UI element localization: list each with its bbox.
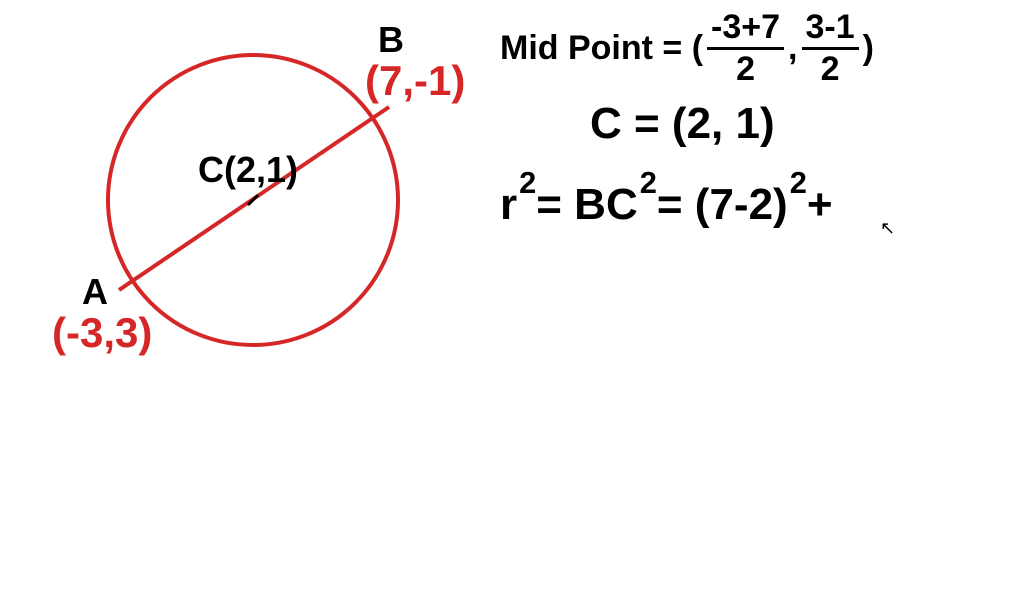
point-b-coords: (7,-1) [365,58,465,104]
eq3-eq-bc: = BC [536,180,637,230]
eq1-frac1-den: 2 [732,50,759,89]
eq3-sup3: 2 [790,165,807,201]
cursor-icon: ↖ [880,218,895,239]
eq3-eq-paren: = (7-2) [657,180,788,230]
eq1-frac1: -3+7 2 [707,8,784,89]
eq1-mid: , [788,29,797,68]
point-a-label: A [82,272,108,312]
eq1-prefix: Mid Point = ( [500,29,703,68]
eq1-frac2-num: 3-1 [802,8,859,50]
eq1-frac1-num: -3+7 [707,8,784,50]
eq3-r: r [500,180,517,230]
eq3-sup2: 2 [640,165,657,201]
point-a-coords: (-3,3) [52,310,152,356]
eq3-sup1: 2 [519,165,536,201]
center-c-label: C(2,1) [198,150,298,190]
whiteboard: { "diagram": { "type": "circle-geometry"… [0,0,1024,606]
eq1-suffix: ) [863,29,874,68]
point-b-label: B [378,20,404,60]
eq1-frac2-den: 2 [817,50,844,89]
geometry-svg [0,0,1024,606]
eq3-plus: + [807,180,833,230]
eq-midpoint: Mid Point = ( -3+7 2 , 3-1 2 ) [500,8,874,89]
eq-center: C = (2, 1) [590,100,775,148]
eq1-frac2: 3-1 2 [802,8,859,89]
eq-radius-sq: r 2 = BC 2 = (7-2) 2 + [500,180,833,230]
